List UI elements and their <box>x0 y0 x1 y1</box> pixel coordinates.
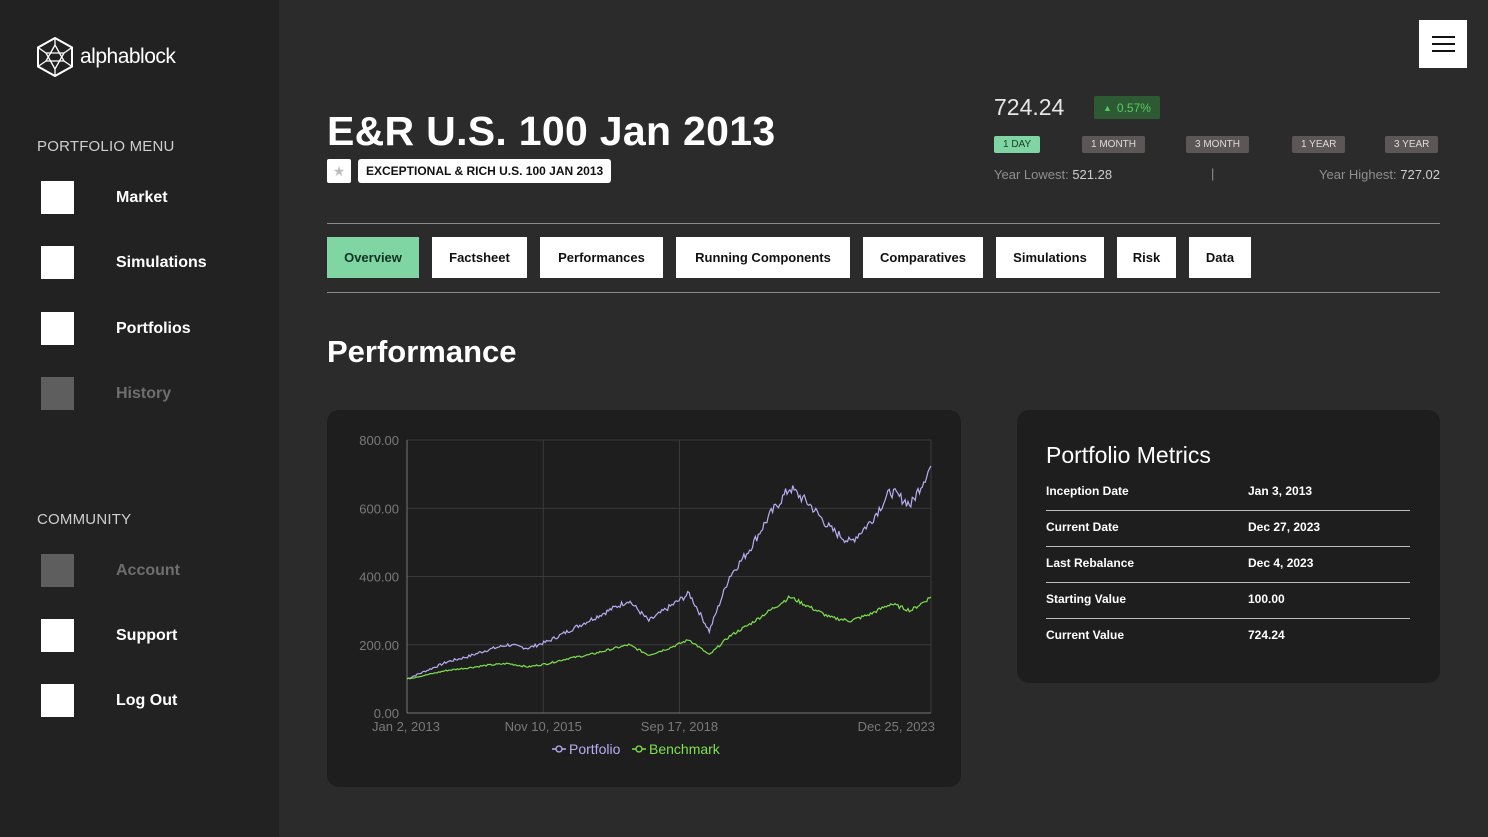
menu-line <box>1431 43 1455 45</box>
page-title: E&R U.S. 100 Jan 2013 <box>327 108 776 154</box>
range-3-year-button[interactable]: 3 YEAR <box>1385 136 1439 153</box>
portfolio-metrics-card: Portfolio Metrics Inception Date Jan 3, … <box>1017 410 1440 683</box>
metric-row: Inception Date Jan 3, 2013 <box>1046 474 1410 511</box>
metrics-title: Portfolio Metrics <box>1046 442 1211 468</box>
sidebar-item-label: Simulations <box>116 253 207 271</box>
portfolios-icon <box>41 312 74 345</box>
series-line-portfolio <box>406 465 932 680</box>
legend-marker-dot <box>635 745 643 753</box>
tab-performances[interactable]: Performances <box>540 237 663 278</box>
x-tick-label: Dec 25, 2023 <box>858 719 935 734</box>
range-1-year-button[interactable]: 1 YEAR <box>1292 136 1346 153</box>
brand-name: alphablock <box>80 45 176 68</box>
x-tick-label: Jan 2, 2013 <box>372 719 440 734</box>
divider <box>327 292 1440 293</box>
metric-value: Dec 27, 2023 <box>1248 520 1321 534</box>
year-highest-label: Year Highest: <box>1319 167 1397 182</box>
sidebar-item-label: Portfolios <box>116 319 191 337</box>
metric-value: 724.24 <box>1248 628 1285 642</box>
arrow-up-icon: ▲ <box>1103 102 1112 113</box>
log-out-icon <box>41 684 74 717</box>
sidebar-item-market[interactable]: Market <box>41 181 168 214</box>
portfolio-full-name-badge: EXCEPTIONAL & RICH U.S. 100 JAN 2013 <box>358 159 612 183</box>
brand-logo[interactable]: alphablock <box>36 37 176 77</box>
tab-running-components[interactable]: Running Components <box>676 237 850 278</box>
metric-row: Current Value 724.24 <box>1046 618 1410 654</box>
sidebar: alphablock PORTFOLIO MENU Market Simulat… <box>0 0 279 837</box>
favorite-star-icon[interactable]: ★ <box>327 159 351 183</box>
legend-label-benchmark: Benchmark <box>649 741 721 757</box>
metric-row: Last Rebalance Dec 4, 2023 <box>1046 546 1410 583</box>
year-lowest-label: Year Lowest: <box>994 167 1069 182</box>
portfolio-menu-heading: PORTFOLIO MENU <box>37 138 175 155</box>
simulations-icon <box>41 246 74 279</box>
tab-comparatives[interactable]: Comparatives <box>863 237 983 278</box>
performance-chart-card: 0.00 200.00 400.00 600.00 800.00 Jan 2, 2013 N… <box>327 410 961 787</box>
tab-simulations[interactable]: Simulations <box>996 237 1104 278</box>
hamburger-menu-button[interactable] <box>1419 20 1467 68</box>
sidebar-item-label: Log Out <box>116 691 178 709</box>
year-highest: Year Highest: 727.02 <box>1319 167 1440 182</box>
y-tick-label: 800.00 <box>359 433 399 448</box>
section-title: Performance <box>327 334 517 369</box>
x-tick-label: Sep 17, 2018 <box>641 719 718 734</box>
metric-label: Current Value <box>1046 628 1125 642</box>
metric-value: Dec 4, 2023 <box>1248 556 1314 570</box>
metric-value: 100.00 <box>1248 592 1285 606</box>
y-tick-label: 400.00 <box>359 570 399 585</box>
metric-label: Last Rebalance <box>1046 556 1135 570</box>
year-highest-value: 727.02 <box>1400 167 1440 182</box>
sidebar-item-log-out[interactable]: Log Out <box>41 684 177 717</box>
tab-data[interactable]: Data <box>1189 237 1251 278</box>
legend-label-portfolio: Portfolio <box>569 741 621 757</box>
price-change-value: 0.57% <box>1116 100 1151 115</box>
metric-row: Starting Value 100.00 <box>1046 582 1410 619</box>
y-tick-label: 0.00 <box>374 706 399 721</box>
tab-risk[interactable]: Risk <box>1117 237 1176 278</box>
legend-marker-dot <box>555 745 563 753</box>
performance-chart[interactable]: 0.00 200.00 400.00 600.00 800.00 Jan 2, 2013 N… <box>327 410 961 787</box>
metric-label: Starting Value <box>1046 592 1127 606</box>
current-price: 724.24 <box>994 94 1065 120</box>
metric-value: Jan 3, 2013 <box>1248 484 1313 498</box>
y-tick-label: 200.00 <box>359 638 399 653</box>
sidebar-item-label: Account <box>116 561 180 579</box>
community-heading: COMMUNITY <box>37 511 132 528</box>
stat-separator: | <box>1211 166 1215 181</box>
price-change-badge: ▲ 0.57% <box>1094 96 1160 119</box>
year-lowest-value: 521.28 <box>1072 167 1113 182</box>
sidebar-item-label: History <box>116 384 172 402</box>
menu-line <box>1431 50 1455 52</box>
sidebar-item-account[interactable]: Account <box>41 554 180 587</box>
menu-line <box>1431 36 1455 38</box>
history-icon <box>41 377 74 410</box>
sidebar-item-label: Market <box>116 188 168 206</box>
market-icon <box>41 181 74 214</box>
tab-factsheet[interactable]: Factsheet <box>432 237 527 278</box>
range-1-month-button[interactable]: 1 MONTH <box>1082 136 1145 153</box>
year-lowest: Year Lowest: 521.28 <box>994 167 1112 182</box>
support-icon <box>41 619 74 652</box>
y-tick-label: 600.00 <box>359 501 399 516</box>
divider <box>327 223 1440 224</box>
hexagon-logo-icon <box>37 37 73 77</box>
range-1-day-button[interactable]: 1 DAY <box>994 136 1041 153</box>
sidebar-item-history[interactable]: History <box>41 377 171 410</box>
metric-label: Current Date <box>1046 520 1119 534</box>
sidebar-item-portfolios[interactable]: Portfolios <box>41 312 191 345</box>
metric-label: Inception Date <box>1046 484 1129 498</box>
account-icon <box>41 554 74 587</box>
sidebar-item-label: Support <box>116 626 178 644</box>
series-line-benchmark <box>406 595 932 680</box>
range-3-month-button[interactable]: 3 MONTH <box>1186 136 1249 153</box>
metric-row: Current Date Dec 27, 2023 <box>1046 510 1410 547</box>
sidebar-item-support[interactable]: Support <box>41 619 177 652</box>
tab-overview[interactable]: Overview <box>327 237 419 278</box>
x-tick-label: Nov 10, 2015 <box>505 719 582 734</box>
sidebar-item-simulations[interactable]: Simulations <box>41 246 207 279</box>
